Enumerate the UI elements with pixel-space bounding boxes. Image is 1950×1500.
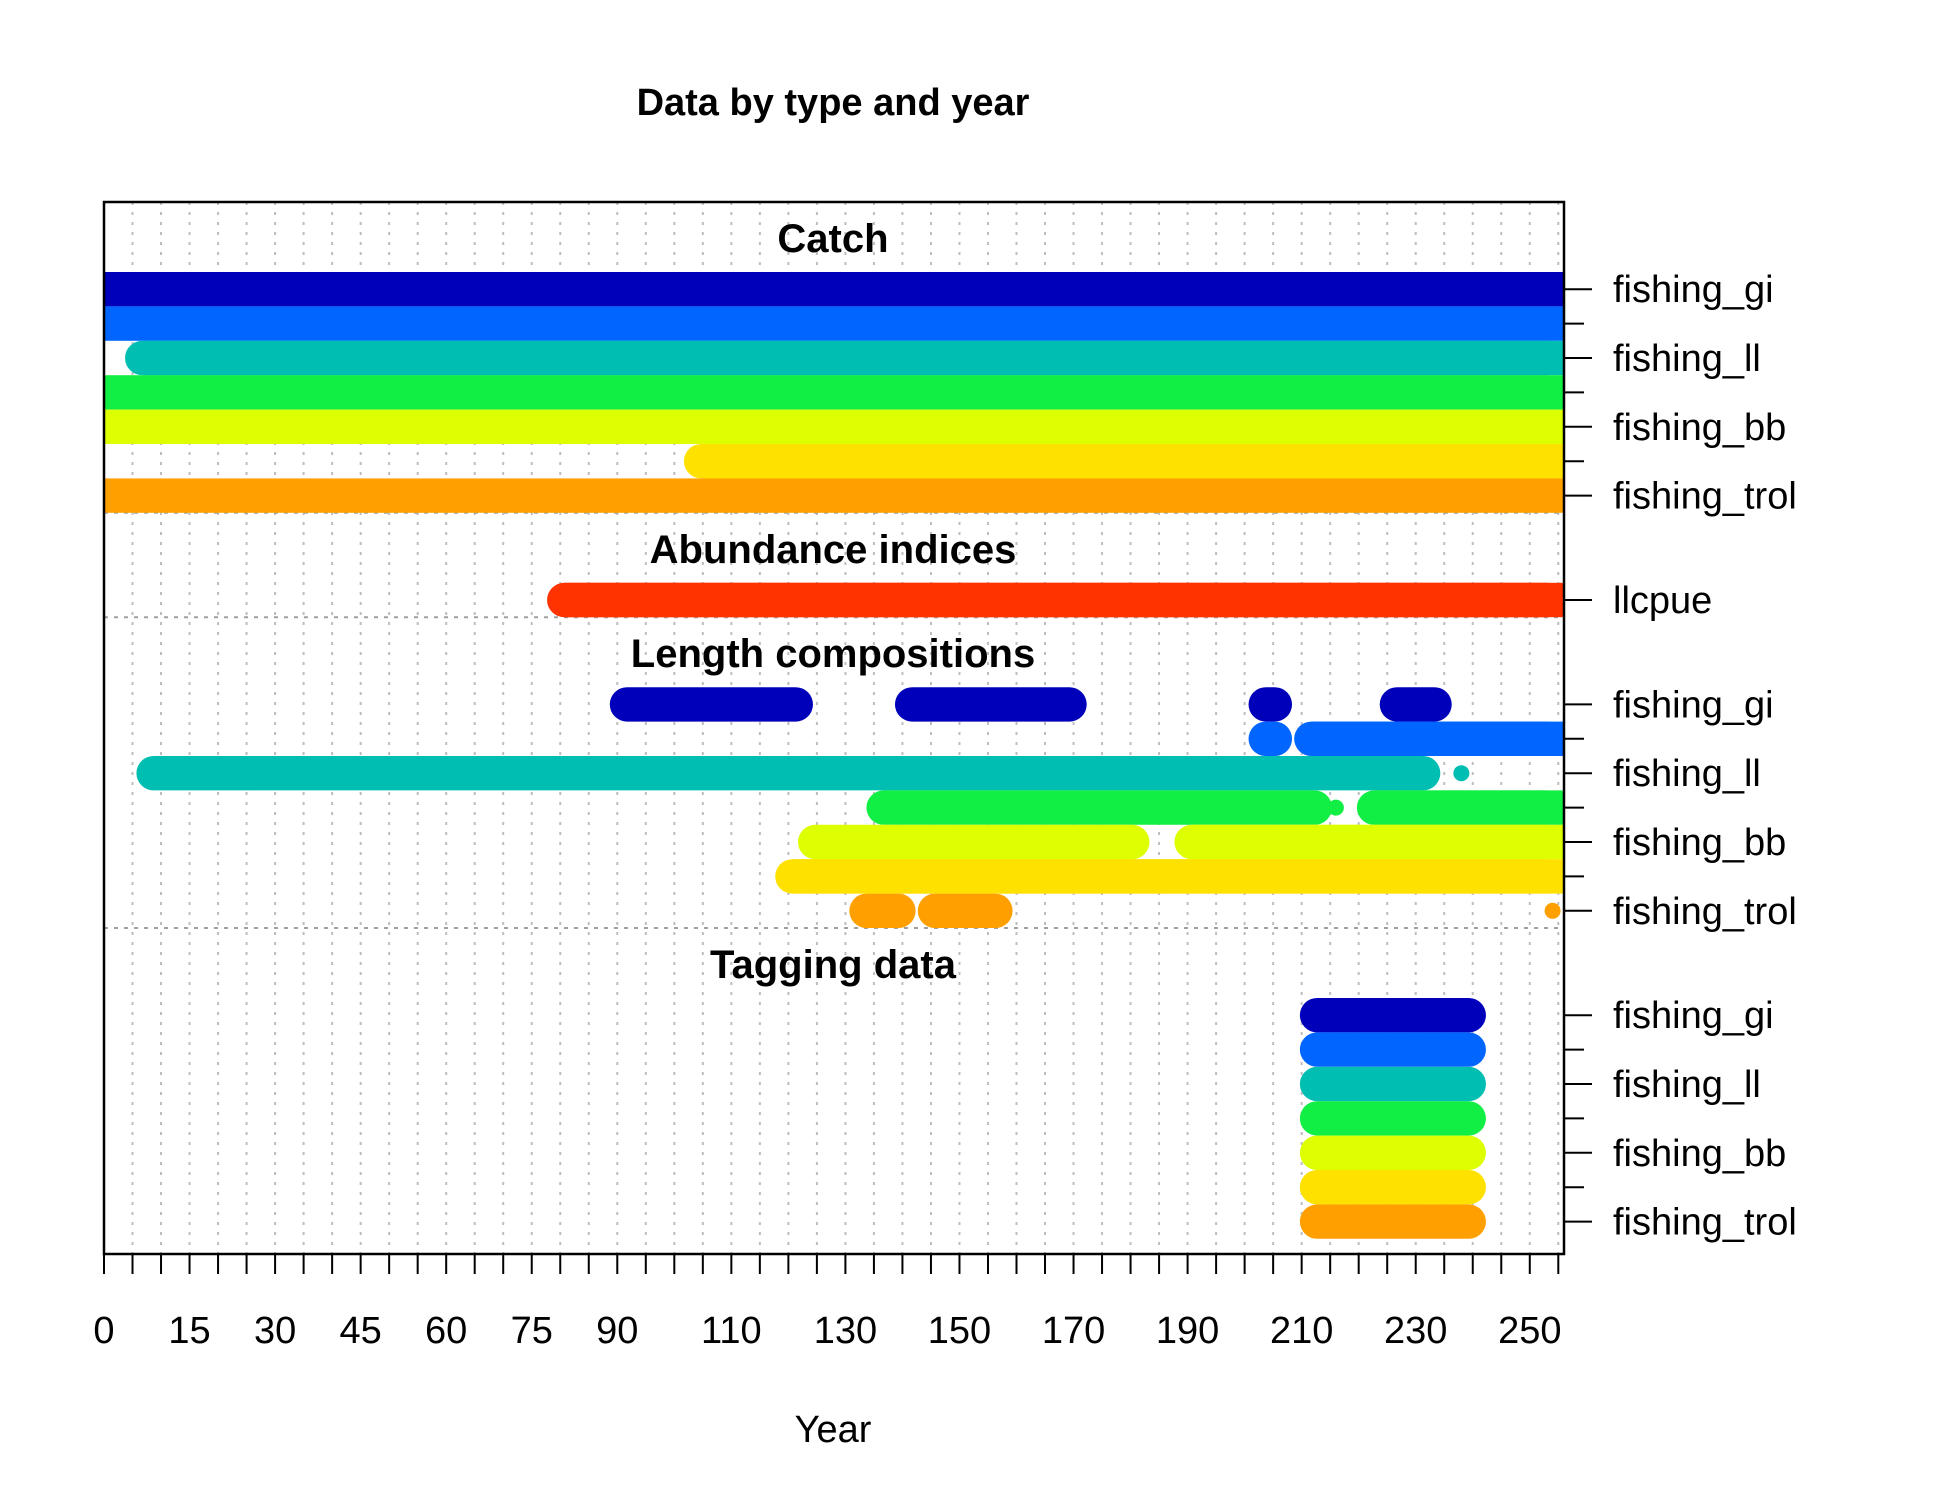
bar-fill-s1-r0-0 xyxy=(564,582,1564,618)
bar-s2-r0-0 xyxy=(609,687,813,722)
right-label-s0-r6: fishing_trol xyxy=(1613,476,1797,518)
bar-s3-r6-0 xyxy=(1299,1204,1486,1239)
bar-s2-r1-0 xyxy=(1248,721,1293,756)
x-tick-label-210: 210 xyxy=(1270,1310,1333,1352)
x-tick-label-230: 230 xyxy=(1384,1310,1447,1352)
x-tick-label-90: 90 xyxy=(596,1310,638,1352)
x-tick-label-15: 15 xyxy=(168,1310,210,1352)
bar-s2-r2-0 xyxy=(136,756,1441,791)
right-label-s3-r6: fishing_trol xyxy=(1613,1202,1797,1244)
bar-s0-r4-0 xyxy=(104,409,1564,444)
bar-fill-s2-r3-1 xyxy=(1374,790,1564,825)
x-axis-label: Year xyxy=(795,1409,872,1451)
bar-s2-r0-3 xyxy=(1379,687,1452,722)
bar-s3-r5-0 xyxy=(1299,1170,1486,1205)
bar-s0-r6-0 xyxy=(104,478,1564,513)
bar-fill-s0-r2-0 xyxy=(142,340,1564,376)
bar-s2-r0-1 xyxy=(894,687,1087,722)
right-label-s0-r0: fishing_gi xyxy=(1613,269,1774,311)
point-s2-r2-0 xyxy=(1453,765,1470,782)
data-bars xyxy=(104,272,1564,1239)
x-tick-label-110: 110 xyxy=(701,1310,762,1352)
bar-fill-s2-r4-1 xyxy=(1191,824,1564,860)
x-tick-label-190: 190 xyxy=(1156,1310,1219,1352)
right-label-s3-r4: fishing_bb xyxy=(1613,1133,1786,1175)
x-tick-label-45: 45 xyxy=(340,1310,382,1352)
bar-s2-r6-1 xyxy=(917,893,1013,928)
bar-s3-r1-0 xyxy=(1299,1032,1486,1067)
x-axis: 0 15 30 45 60 75 90 110 130 150 170 190 210 230 250 xyxy=(93,1254,1561,1352)
right-label-s2-r2: fishing_ll xyxy=(1613,753,1761,795)
section-label-0: Catch xyxy=(777,217,888,261)
plot-frame xyxy=(102,200,1566,1256)
bar-s0-r0-0 xyxy=(104,272,1564,307)
bar-s0-r3-0 xyxy=(104,375,1564,410)
bar-s2-r3-0 xyxy=(866,790,1332,825)
x-tick-label-150: 150 xyxy=(928,1310,991,1352)
right-label-s2-r0: fishing_gi xyxy=(1613,684,1774,726)
bar-s3-r0-0 xyxy=(1299,998,1486,1033)
section-label-3: Tagging data xyxy=(710,943,957,987)
x-tick-label-30: 30 xyxy=(254,1310,296,1352)
chart-title: Data by type and year xyxy=(637,82,1030,124)
section-labels: Catch Abundance indices Length composition… xyxy=(631,217,1035,987)
x-tick-label-130: 130 xyxy=(814,1310,877,1352)
point-s2-r6-0 xyxy=(1544,902,1561,919)
right-label-s1-r0: llcpue xyxy=(1613,580,1712,622)
point-s2-r3-0 xyxy=(1327,799,1344,816)
x-tick-label-170: 170 xyxy=(1042,1310,1105,1352)
x-tick-label-0: 0 xyxy=(93,1310,114,1352)
bar-s2-r6-0 xyxy=(849,893,916,928)
bar-s0-r1-0 xyxy=(104,306,1564,341)
x-tick-label-60: 60 xyxy=(425,1310,467,1352)
right-label-s0-r2: fishing_ll xyxy=(1613,338,1761,380)
right-label-s3-r2: fishing_ll xyxy=(1613,1064,1761,1106)
section-label-2: Length compositions xyxy=(631,632,1035,676)
bar-s3-r2-0 xyxy=(1299,1066,1486,1102)
bar-fill-s2-r5-0 xyxy=(792,859,1564,894)
bar-fill-s2-r1-1 xyxy=(1311,721,1564,756)
section-label-1: Abundance indices xyxy=(650,528,1017,572)
bar-fill-s0-r5-0 xyxy=(701,444,1564,479)
right-label-s3-r0: fishing_gi xyxy=(1613,995,1774,1037)
bar-s3-r3-0 xyxy=(1299,1101,1486,1136)
right-axis: fishing_gi fishing_ll fishing_bb fishing_tr… xyxy=(1564,269,1797,1244)
x-tick-label-250: 250 xyxy=(1498,1310,1561,1352)
right-label-s2-r4: fishing_bb xyxy=(1613,822,1786,864)
right-label-s2-r6: fishing_trol xyxy=(1613,891,1797,933)
right-label-s0-r4: fishing_bb xyxy=(1613,407,1786,449)
bar-s2-r4-0 xyxy=(797,824,1150,860)
bar-s3-r4-0 xyxy=(1299,1135,1486,1170)
x-tick-label-75: 75 xyxy=(511,1310,553,1352)
bar-s2-r0-2 xyxy=(1248,687,1293,722)
